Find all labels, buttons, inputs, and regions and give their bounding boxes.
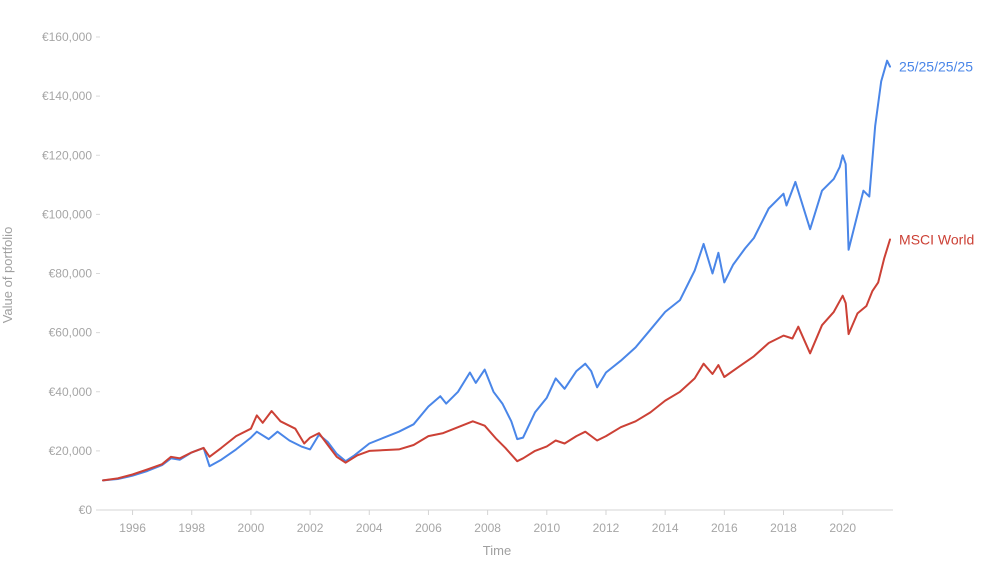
series-line-msci-world [102, 238, 891, 482]
x-tick-label: 1996 [119, 521, 146, 535]
x-tick-label: 2014 [652, 521, 679, 535]
x-tick-label: 2010 [533, 521, 560, 535]
x-tick-label: 1998 [178, 521, 205, 535]
y-tick-label: €20,000 [49, 444, 93, 458]
y-axis-ticks: €0 €20,000 €40,000 €60,000 €80,000 €100,000 €1… [42, 30, 100, 517]
x-axis-title: Time [483, 543, 511, 558]
x-tick-label: 2002 [297, 521, 324, 535]
series-label: 25/25/25/25 [899, 59, 973, 75]
y-tick-label: €40,000 [49, 385, 93, 399]
y-tick-label: €100,000 [42, 207, 92, 221]
y-tick-label: €0 [79, 503, 93, 517]
y-tick-label: €120,000 [42, 148, 92, 162]
x-tick-label: 2020 [829, 521, 856, 535]
x-tick-label: 2018 [770, 521, 797, 535]
series-labels: 25/25/25/25 MSCI World [899, 59, 974, 248]
x-tick-label: 2016 [711, 521, 738, 535]
series-line-portfolio-25-25-25-25 [102, 59, 891, 482]
y-tick-label: €60,000 [49, 326, 93, 340]
y-axis-title: Value of portfolio [0, 227, 15, 324]
x-tick-label: 2004 [356, 521, 383, 535]
series-group [102, 59, 891, 482]
x-tick-label: 2006 [415, 521, 442, 535]
y-tick-label: €160,000 [42, 30, 92, 44]
x-tick-label: 2012 [593, 521, 620, 535]
y-tick-label: €140,000 [42, 89, 92, 103]
y-tick-label: €80,000 [49, 267, 93, 281]
x-tick-label: 2008 [474, 521, 501, 535]
x-axis-ticks: 1996 1998 2000 2002 2004 2006 2008 2010 2012 2014… [119, 510, 856, 535]
series-label: MSCI World [899, 232, 974, 248]
x-tick-label: 2000 [238, 521, 265, 535]
